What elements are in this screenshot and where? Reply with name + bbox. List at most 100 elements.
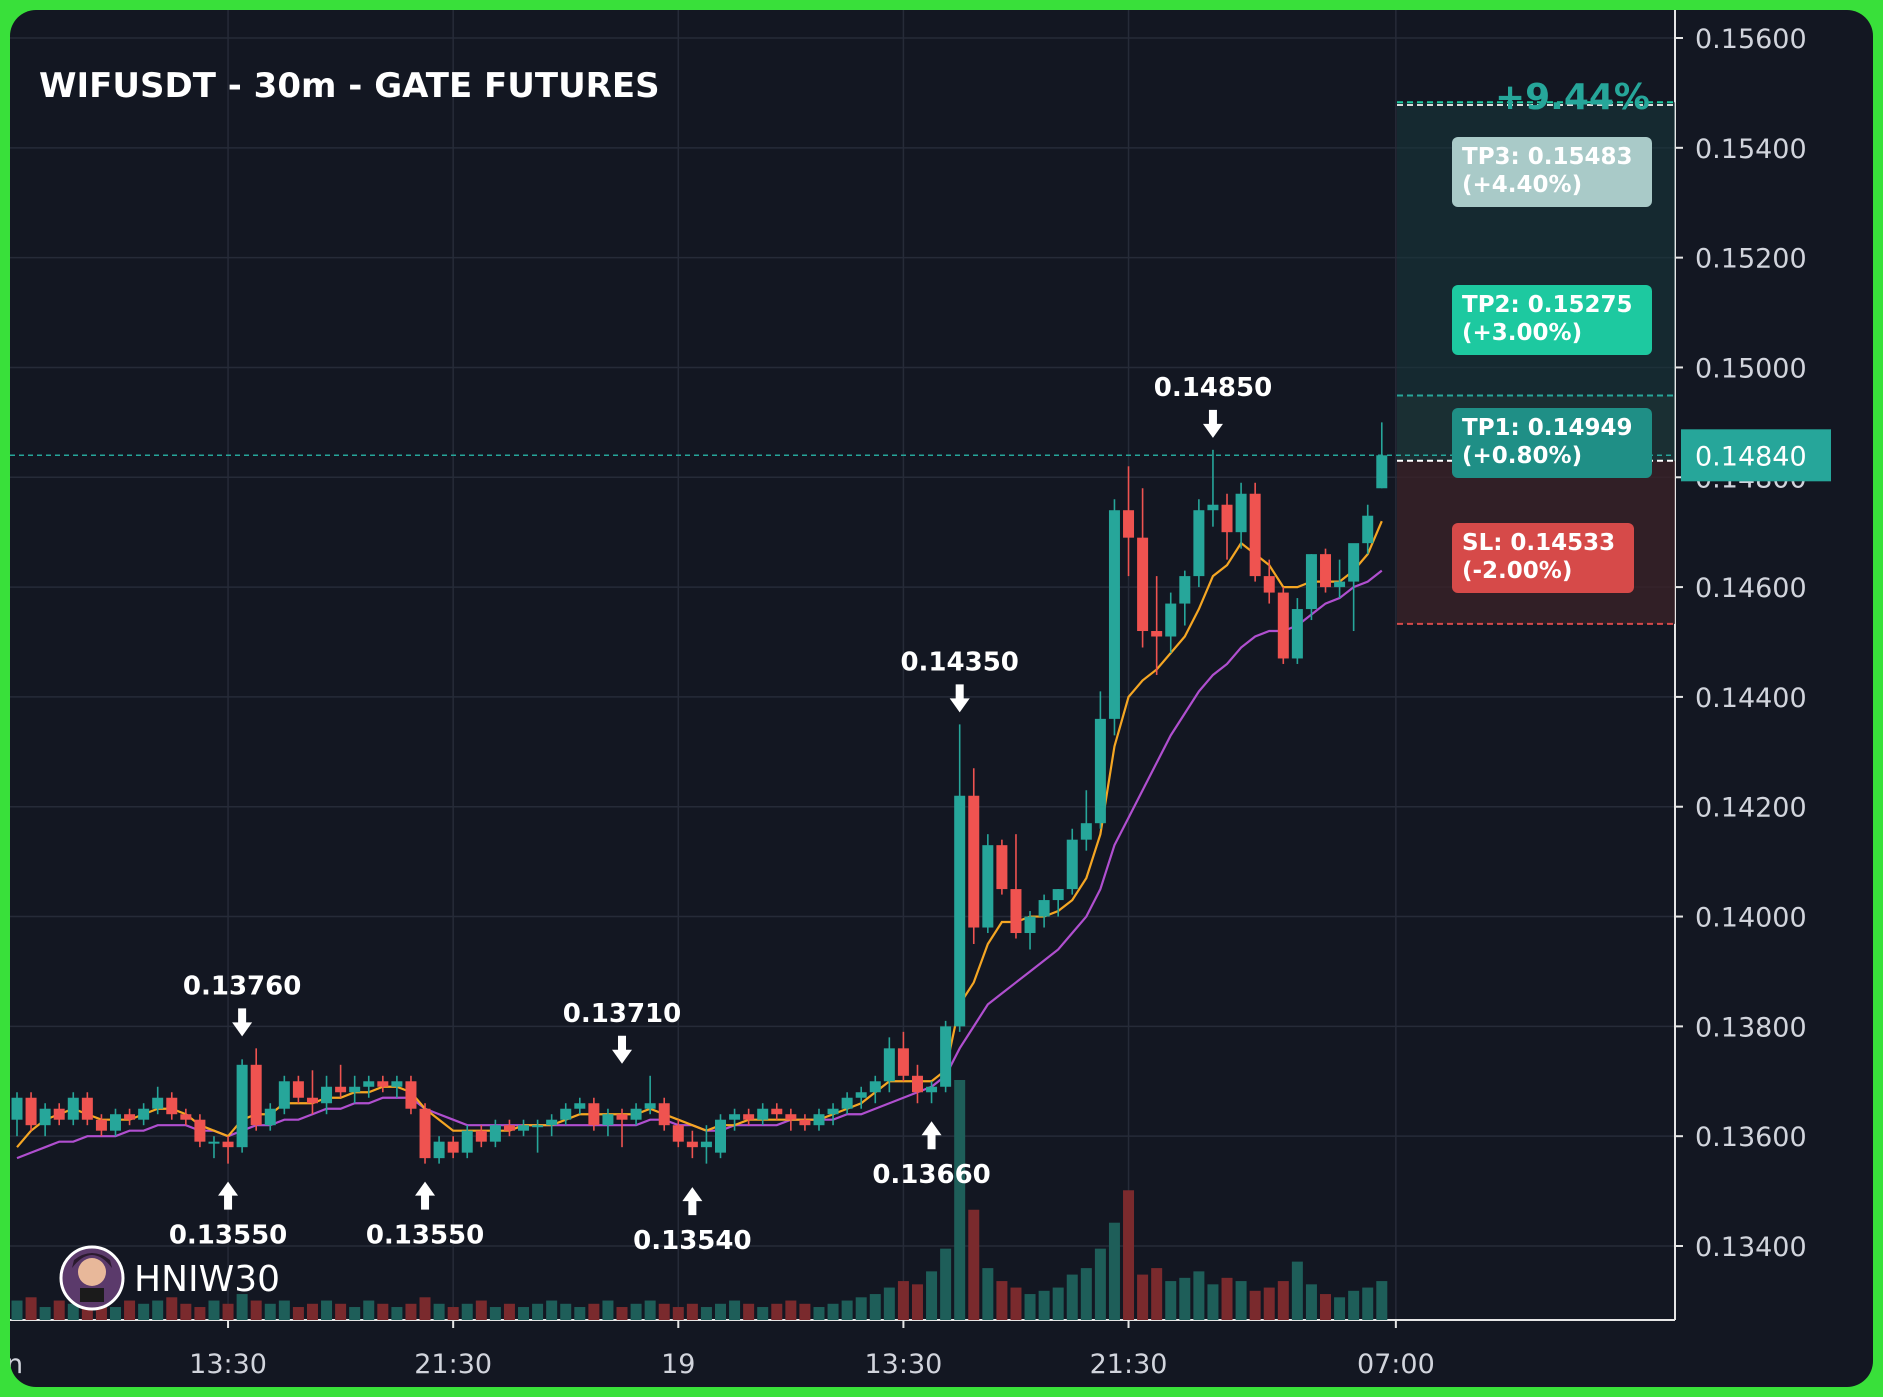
volume-bar xyxy=(616,1307,628,1320)
candle-body xyxy=(799,1119,811,1126)
volume-bar xyxy=(1193,1271,1205,1320)
candle-body xyxy=(743,1114,755,1120)
y-tick-label: 0.13600 xyxy=(1695,1122,1807,1153)
candle-body xyxy=(1334,581,1346,588)
volume-bar xyxy=(236,1294,248,1320)
volume-bar xyxy=(138,1303,150,1320)
candle-body xyxy=(433,1141,445,1159)
volume-bar xyxy=(658,1303,670,1320)
candle-body xyxy=(940,1026,952,1087)
candle-body xyxy=(321,1086,333,1104)
candle-body xyxy=(53,1108,65,1120)
y-tick-label: 0.13800 xyxy=(1695,1012,1807,1043)
candle-body xyxy=(1024,916,1036,934)
candle-body xyxy=(630,1108,642,1120)
last-price-tag xyxy=(1681,429,1831,482)
candles xyxy=(11,422,1388,1164)
volume-bars xyxy=(11,1080,1388,1320)
volume-bar xyxy=(67,1303,79,1320)
volume-bar xyxy=(1094,1248,1106,1320)
volume-bar xyxy=(757,1307,769,1320)
volume-bar xyxy=(489,1307,501,1320)
volume-bar xyxy=(250,1300,262,1320)
candle-body xyxy=(1235,493,1247,533)
up-arrow-icon xyxy=(218,1181,239,1210)
volume-bar xyxy=(1123,1190,1135,1320)
ema-fast-line xyxy=(16,520,1383,1148)
candle-body xyxy=(1137,537,1149,632)
watermark-text: HNIW30 xyxy=(134,1259,280,1300)
candle-body xyxy=(1348,543,1360,582)
candlestick-chart[interactable]: 0.13760 0.13550 0.13550 0.13710 0.13540 0.143… xyxy=(10,10,1873,1387)
volume-bar xyxy=(1249,1290,1261,1320)
volume-bar xyxy=(1108,1222,1120,1320)
candle-body xyxy=(363,1081,375,1087)
candle-body xyxy=(25,1097,37,1126)
candle-body xyxy=(503,1125,515,1131)
volume-bar xyxy=(968,1209,980,1320)
volume-bar xyxy=(1305,1284,1317,1320)
candle-body xyxy=(715,1119,726,1153)
volume-bar xyxy=(278,1300,290,1320)
candle-body xyxy=(672,1125,684,1142)
candle-body xyxy=(841,1097,853,1109)
volume-bar xyxy=(1207,1284,1219,1320)
low-price-label: 0.13550 xyxy=(169,1221,287,1251)
down-arrow-icon xyxy=(1202,409,1223,438)
candle-body xyxy=(813,1114,825,1126)
low-price-label: 0.13550 xyxy=(366,1221,484,1251)
volume-bar xyxy=(180,1303,192,1320)
tp2-badge xyxy=(1452,285,1652,355)
volume-bar xyxy=(771,1303,783,1320)
sl-badge-pct: (-2.00%) xyxy=(1462,558,1572,584)
volume-bar xyxy=(700,1307,712,1320)
candle-body xyxy=(602,1114,614,1126)
down-arrow-icon xyxy=(949,684,970,713)
y-tick-label: 0.14600 xyxy=(1695,573,1807,604)
candle-body xyxy=(1305,554,1317,610)
volume-bar xyxy=(53,1300,65,1320)
volume-bar xyxy=(1024,1294,1036,1320)
x-tick-label: 07:00 xyxy=(1357,1349,1435,1380)
volume-bar xyxy=(799,1303,811,1320)
candle-body xyxy=(419,1108,431,1159)
candle-body xyxy=(1179,576,1191,604)
avatar-hair-icon xyxy=(72,1253,112,1268)
volume-bar xyxy=(124,1300,136,1320)
volume-bar xyxy=(405,1303,417,1320)
y-tick-label: 0.15600 xyxy=(1695,24,1807,55)
volume-bar xyxy=(574,1307,586,1320)
volume-bar xyxy=(1137,1274,1149,1320)
volume-bar xyxy=(503,1303,515,1320)
volume-bar xyxy=(926,1271,938,1320)
candle-body xyxy=(616,1114,628,1120)
tp3-badge xyxy=(1452,137,1652,207)
volume-bar xyxy=(588,1303,600,1320)
candle-body xyxy=(1108,510,1120,719)
candle-body xyxy=(335,1086,347,1093)
change-percent-label: +9.44% xyxy=(1495,77,1650,118)
volume-bar xyxy=(377,1303,389,1320)
candle-body xyxy=(926,1086,938,1093)
volume-bar xyxy=(109,1307,121,1320)
candle-body xyxy=(1277,592,1289,659)
candle-body xyxy=(109,1114,121,1131)
candle-body xyxy=(1010,889,1022,934)
volume-bar xyxy=(532,1303,544,1320)
low-price-label: 0.13540 xyxy=(633,1226,751,1256)
candle-body xyxy=(377,1081,389,1087)
volume-bar xyxy=(743,1303,755,1320)
volume-bar xyxy=(883,1287,895,1320)
volume-bar xyxy=(1221,1277,1233,1320)
sl-badge-bg xyxy=(1452,523,1634,593)
candle-body xyxy=(1207,504,1219,511)
volume-bar xyxy=(11,1300,23,1320)
candle-body xyxy=(447,1141,459,1153)
candle-body xyxy=(560,1108,572,1120)
x-tick-label: 13:30 xyxy=(865,1349,943,1380)
chart-title: WIFUSDT - 30m - GATE FUTURES xyxy=(39,66,660,106)
y-tick-label: 0.15000 xyxy=(1695,353,1807,384)
candle-body xyxy=(757,1108,769,1120)
volume-bar xyxy=(222,1303,234,1320)
volume-bar xyxy=(363,1300,375,1320)
